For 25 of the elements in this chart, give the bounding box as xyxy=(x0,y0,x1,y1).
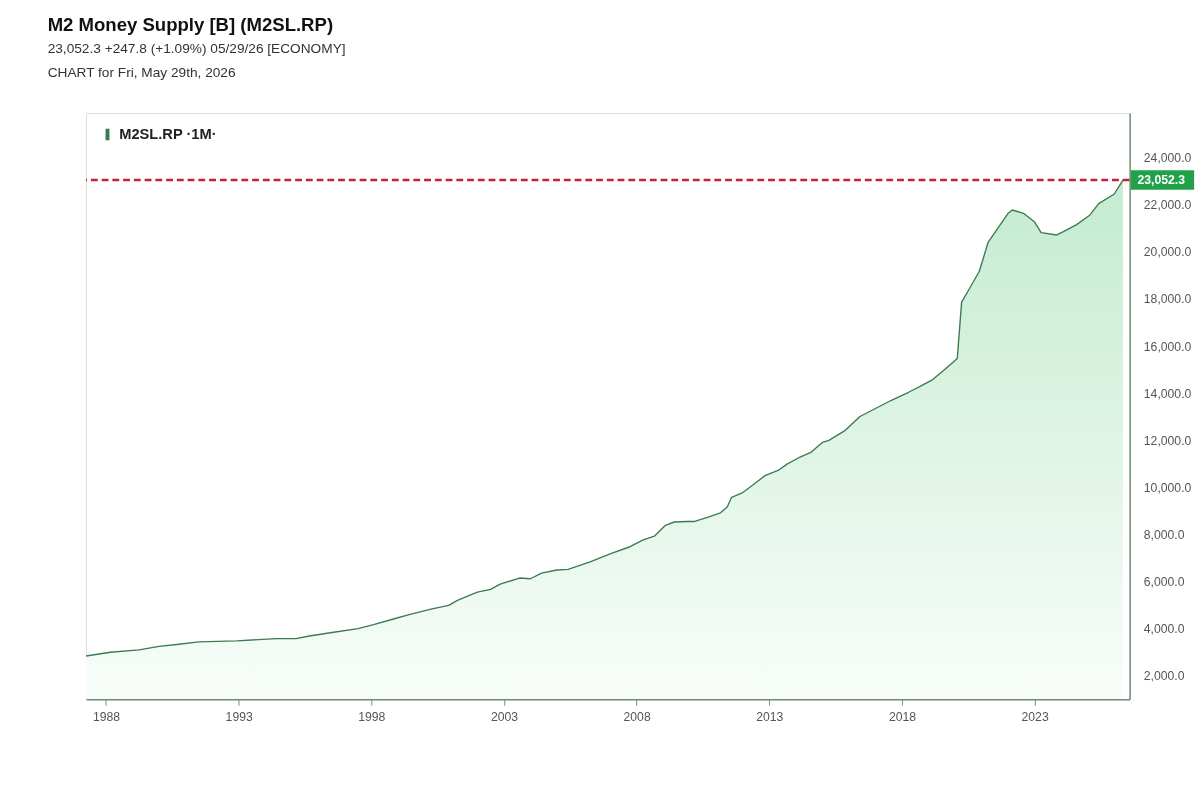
y-tick-label: 6,000.0 xyxy=(1143,574,1185,589)
x-tick-label: 2008 xyxy=(623,710,651,725)
x-tick-label: 2013 xyxy=(756,710,784,725)
chart-title: M2 Money Supply [B] (M2SL.RP) xyxy=(47,13,334,35)
x-tick-label: 2003 xyxy=(490,710,519,725)
y-tick-label: 14,000.0 xyxy=(1143,386,1192,401)
x-tick-label: 1993 xyxy=(225,710,253,725)
y-tick-label: 12,000.0 xyxy=(1143,433,1192,448)
chart-subtitle: 23,052.3 +247.8 (+1.09%) 05/29/26 [ECONOMY] xyxy=(47,41,346,57)
y-tick-label: 18,000.0 xyxy=(1143,292,1192,307)
x-tick-label: 2023 xyxy=(1021,710,1049,725)
y-tick-label: 20,000.0 xyxy=(1143,245,1192,260)
y-tick-label: 4,000.0 xyxy=(1143,622,1185,637)
ref-line-label: 23,052.3 xyxy=(1137,172,1186,187)
y-tick-label: 10,000.0 xyxy=(1143,480,1192,495)
legend-label: M2SL.RP ·1M· xyxy=(119,126,217,143)
y-tick-label: 22,000.0 xyxy=(1143,198,1192,213)
y-tick-label: 2,000.0 xyxy=(1143,669,1185,684)
x-tick-label: 2018 xyxy=(888,710,917,725)
x-tick-label: 1998 xyxy=(358,710,386,725)
y-tick-label: 24,000.0 xyxy=(1143,151,1192,166)
y-tick-label: 8,000.0 xyxy=(1143,527,1185,542)
text: CHART for Fri, May 29th, 2026 xyxy=(47,64,236,80)
x-tick-label: 1988 xyxy=(92,710,121,725)
y-tick-label: 16,000.0 xyxy=(1143,339,1192,354)
